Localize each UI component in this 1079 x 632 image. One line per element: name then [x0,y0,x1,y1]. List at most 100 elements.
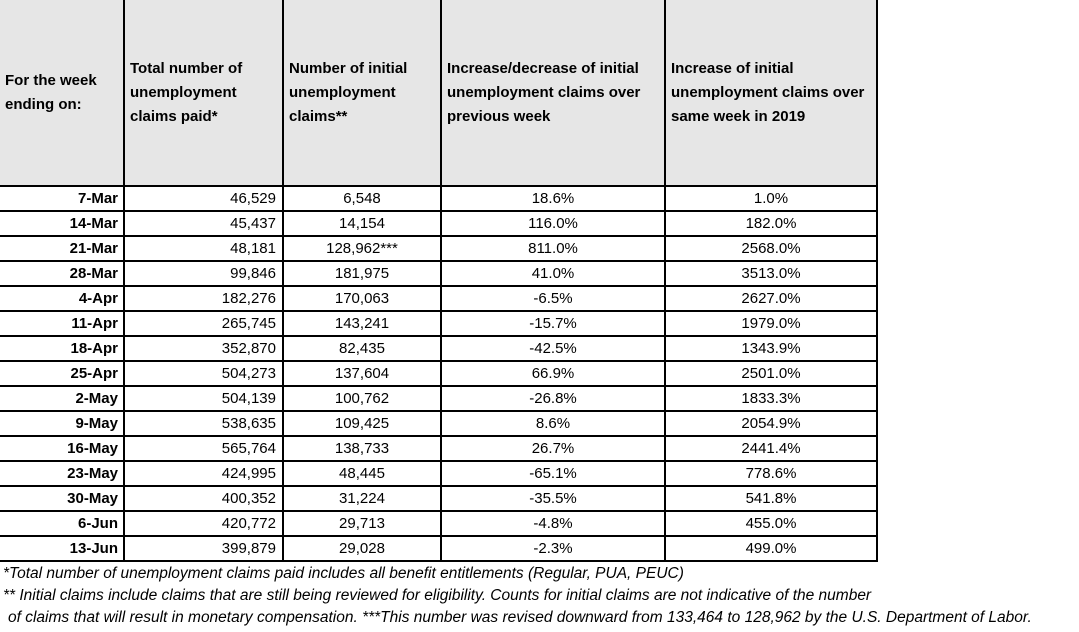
table-row: 2-May 504,139 100,762 -26.8% 1833.3% [0,385,878,412]
cell-initial-claims: 137,604 [282,360,442,387]
cell-change-prev-week: -35.5% [440,485,666,512]
col-header-initial-claims: Number of initial unemployment claims** [282,0,442,187]
cell-change-prev-week: 18.6% [440,185,666,212]
cell-change-prev-week: 116.0% [440,210,666,237]
cell-claims-paid: 265,745 [123,310,284,337]
cell-change-vs-2019: 499.0% [664,535,878,562]
cell-change-vs-2019: 1979.0% [664,310,878,337]
cell-week: 7-Mar [0,185,125,212]
table-row: 4-Apr 182,276 170,063 -6.5% 2627.0% [0,285,878,312]
cell-change-prev-week: -15.7% [440,310,666,337]
cell-claims-paid: 504,139 [123,385,284,412]
cell-claims-paid: 400,352 [123,485,284,512]
table-row: 21-Mar 48,181 128,962*** 811.0% 2568.0% [0,235,878,262]
cell-initial-claims: 29,713 [282,510,442,537]
cell-week: 16-May [0,435,125,462]
cell-claims-paid: 352,870 [123,335,284,362]
cell-week: 30-May [0,485,125,512]
cell-claims-paid: 420,772 [123,510,284,537]
col-header-week-ending: For the week ending on: [0,0,125,187]
cell-change-vs-2019: 2568.0% [664,235,878,262]
cell-change-vs-2019: 3513.0% [664,260,878,287]
cell-change-vs-2019: 2441.4% [664,435,878,462]
col-header-change-prev-week: Increase/decrease of initial unemploymen… [440,0,666,187]
cell-initial-claims: 143,241 [282,310,442,337]
cell-initial-claims: 170,063 [282,285,442,312]
cell-week: 18-Apr [0,335,125,362]
table-row: 9-May 538,635 109,425 8.6% 2054.9% [0,410,878,437]
cell-week: 25-Apr [0,360,125,387]
cell-change-prev-week: 26.7% [440,435,666,462]
cell-change-prev-week: -4.8% [440,510,666,537]
cell-initial-claims: 29,028 [282,535,442,562]
cell-change-vs-2019: 1.0% [664,185,878,212]
table-row: 30-May 400,352 31,224 -35.5% 541.8% [0,485,878,512]
cell-week: 13-Jun [0,535,125,562]
cell-week: 9-May [0,410,125,437]
cell-initial-claims: 128,962*** [282,235,442,262]
cell-change-vs-2019: 1343.9% [664,335,878,362]
col-header-change-vs-2019: Increase of initial unemployment claims … [664,0,878,187]
cell-claims-paid: 48,181 [123,235,284,262]
cell-change-vs-2019: 182.0% [664,210,878,237]
cell-initial-claims: 48,445 [282,460,442,487]
table-row: 7-Mar 46,529 6,548 18.6% 1.0% [0,185,878,212]
cell-change-vs-2019: 2501.0% [664,360,878,387]
cell-claims-paid: 45,437 [123,210,284,237]
cell-claims-paid: 99,846 [123,260,284,287]
unemployment-claims-table: For the week ending on: Total number of … [0,0,878,562]
cell-week: 2-May [0,385,125,412]
table-row: 14-Mar 45,437 14,154 116.0% 182.0% [0,210,878,237]
cell-change-prev-week: -65.1% [440,460,666,487]
table-row: 28-Mar 99,846 181,975 41.0% 3513.0% [0,260,878,287]
table-row: 11-Apr 265,745 143,241 -15.7% 1979.0% [0,310,878,337]
cell-change-vs-2019: 541.8% [664,485,878,512]
footnote-claims-paid: *Total number of unemployment claims pai… [3,565,684,582]
cell-change-vs-2019: 1833.3% [664,385,878,412]
cell-claims-paid: 538,635 [123,410,284,437]
header-row: For the week ending on: Total number of … [0,0,878,187]
cell-week: 21-Mar [0,235,125,262]
table-row: 25-Apr 504,273 137,604 66.9% 2501.0% [0,360,878,387]
table-row: 6-Jun 420,772 29,713 -4.8% 455.0% [0,510,878,537]
cell-initial-claims: 138,733 [282,435,442,462]
cell-initial-claims: 109,425 [282,410,442,437]
footnote-revision: of claims that will result in monetary c… [8,609,1032,626]
table-row: 23-May 424,995 48,445 -65.1% 778.6% [0,460,878,487]
cell-week: 28-Mar [0,260,125,287]
cell-initial-claims: 6,548 [282,185,442,212]
cell-change-vs-2019: 2627.0% [664,285,878,312]
cell-change-prev-week: -6.5% [440,285,666,312]
cell-claims-paid: 504,273 [123,360,284,387]
col-header-claims-paid: Total number of unemployment claims paid… [123,0,284,187]
cell-claims-paid: 424,995 [123,460,284,487]
cell-claims-paid: 399,879 [123,535,284,562]
cell-week: 11-Apr [0,310,125,337]
cell-week: 4-Apr [0,285,125,312]
cell-change-prev-week: 8.6% [440,410,666,437]
cell-initial-claims: 14,154 [282,210,442,237]
cell-change-prev-week: -42.5% [440,335,666,362]
cell-initial-claims: 31,224 [282,485,442,512]
cell-initial-claims: 82,435 [282,335,442,362]
cell-change-vs-2019: 455.0% [664,510,878,537]
cell-initial-claims: 181,975 [282,260,442,287]
cell-week: 14-Mar [0,210,125,237]
cell-change-prev-week: 811.0% [440,235,666,262]
cell-change-prev-week: -2.3% [440,535,666,562]
cell-claims-paid: 182,276 [123,285,284,312]
cell-change-vs-2019: 778.6% [664,460,878,487]
table-row: 18-Apr 352,870 82,435 -42.5% 1343.9% [0,335,878,362]
cell-change-prev-week: 41.0% [440,260,666,287]
cell-change-prev-week: 66.9% [440,360,666,387]
cell-week: 23-May [0,460,125,487]
footnote-initial-claims: ** Initial claims include claims that ar… [3,587,872,604]
cell-change-vs-2019: 2054.9% [664,410,878,437]
table-row: 13-Jun 399,879 29,028 -2.3% 499.0% [0,535,878,562]
cell-claims-paid: 565,764 [123,435,284,462]
table-row: 16-May 565,764 138,733 26.7% 2441.4% [0,435,878,462]
footnotes: *Total number of unemployment claims pai… [0,563,1079,629]
cell-claims-paid: 46,529 [123,185,284,212]
cell-change-prev-week: -26.8% [440,385,666,412]
